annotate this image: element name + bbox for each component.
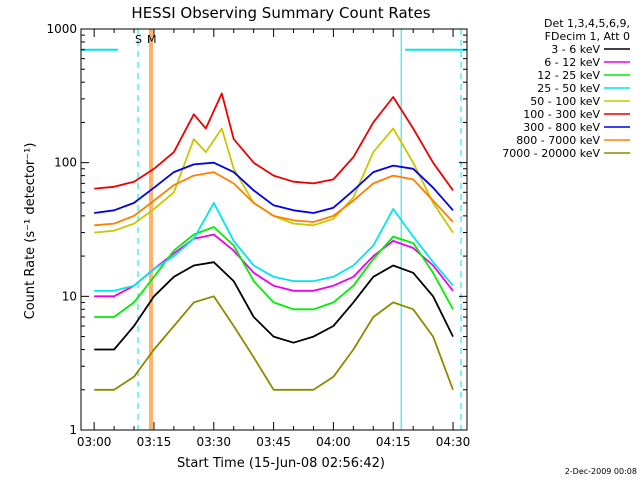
series-line-6 xyxy=(94,161,454,214)
legend-label: 800 - 7000 keV xyxy=(516,134,600,147)
series-group xyxy=(94,92,454,391)
annotation-m: M xyxy=(147,33,157,46)
attenuator-markers xyxy=(81,29,467,430)
y-axis-label: Count Rate (s⁻¹ detector⁻¹) xyxy=(23,143,38,320)
legend-label: 12 - 25 keV xyxy=(537,69,600,82)
x-tick-label: 03:15 xyxy=(137,435,172,449)
series-line-0 xyxy=(94,261,454,351)
y-tick-label: 1000 xyxy=(46,22,77,36)
legend-label: 6 - 12 keV xyxy=(544,56,600,69)
legend-label: 300 - 800 keV xyxy=(523,121,600,134)
annotation-s: S xyxy=(135,33,142,46)
x-tick-label: 03:45 xyxy=(256,435,291,449)
x-tick-label: 04:00 xyxy=(316,435,351,449)
series-line-7 xyxy=(94,171,454,227)
series-line-8 xyxy=(94,295,454,391)
legend-label: 7000 - 20000 keV xyxy=(502,147,600,160)
legend-label: 50 - 100 keV xyxy=(530,95,600,108)
footer-date: 2-Dec-2009 00:08 xyxy=(565,467,637,476)
legend: Det 1,3,4,5,6,9, FDecim 1, Att 0 3 - 6 k… xyxy=(502,17,630,160)
x-tick-label: 03:00 xyxy=(77,435,112,449)
y-axis: 1 10 100 1000 xyxy=(46,22,467,437)
y-tick-label: 1 xyxy=(69,423,77,437)
legend-label: 100 - 300 keV xyxy=(523,108,600,121)
x-tick-label: 03:30 xyxy=(196,435,231,449)
legend-header-1: Det 1,3,4,5,6,9, xyxy=(544,17,630,30)
series-line-1 xyxy=(94,233,454,298)
legend-label: 25 - 50 keV xyxy=(537,82,600,95)
legend-label: 3 - 6 keV xyxy=(551,43,600,56)
y-tick-label: 100 xyxy=(54,156,77,170)
x-tick-label: 04:30 xyxy=(436,435,471,449)
x-tick-label: 04:15 xyxy=(376,435,411,449)
x-axis-label: Start Time (15-Jun-08 02:56:42) xyxy=(177,456,385,471)
x-axis: 03:00 03:15 03:30 03:45 04:00 04:15 04:30 xyxy=(77,29,470,449)
series-line-5 xyxy=(94,92,454,191)
chart-title: HESSI Observing Summary Count Rates xyxy=(131,4,430,22)
series-line-2 xyxy=(94,226,454,318)
series-line-3 xyxy=(94,201,454,292)
y-tick-label: 10 xyxy=(62,289,77,303)
legend-header-2: FDecim 1, Att 0 xyxy=(545,30,630,43)
